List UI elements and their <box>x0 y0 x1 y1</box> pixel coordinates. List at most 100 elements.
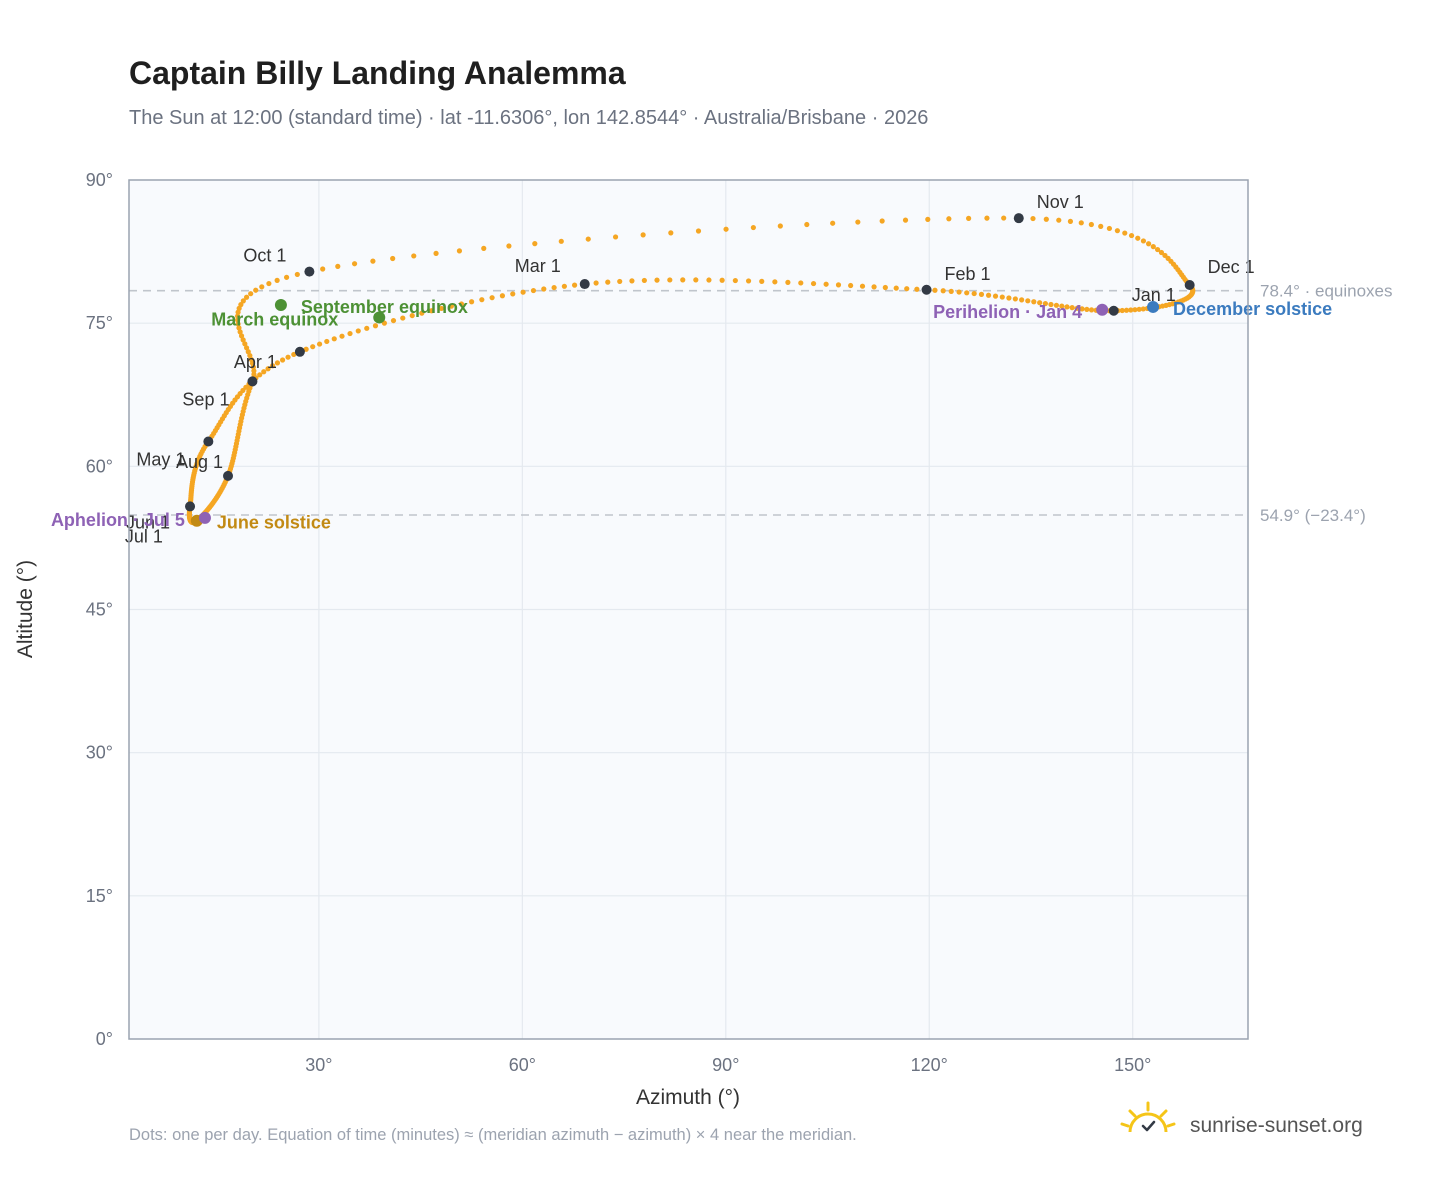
y-axis-label: Altitude (°) <box>14 560 37 658</box>
x-tick-label: 60° <box>509 1055 536 1075</box>
daily-dot <box>409 312 415 319</box>
daily-dot <box>914 286 920 292</box>
daily-dot <box>641 277 647 284</box>
daily-dot <box>848 282 854 289</box>
reference-lines: 78.4° · equinoxes 54.9° (−23.4°) <box>129 282 1393 525</box>
daily-dot <box>1043 216 1049 222</box>
daily-dot <box>247 353 253 359</box>
daily-dot <box>419 310 425 316</box>
daily-dot <box>946 216 952 222</box>
daily-dot <box>964 290 970 296</box>
daily-dot <box>804 221 810 228</box>
y-tick-label: 45° <box>86 600 113 620</box>
daily-dot <box>530 287 537 294</box>
daily-dot <box>235 321 241 327</box>
month-label: Sep 1 <box>182 389 229 409</box>
month-label: Nov 1 <box>1037 192 1084 212</box>
month-label: Oct 1 <box>243 246 286 266</box>
daily-dot <box>882 284 888 291</box>
daily-dot <box>1122 230 1128 236</box>
daily-dot <box>331 336 337 342</box>
month-marker <box>294 346 305 357</box>
daily-dot <box>261 369 267 375</box>
daily-dot <box>285 354 291 360</box>
event-label: June solstice <box>217 513 331 533</box>
daily-dot <box>370 258 376 264</box>
daily-dot <box>479 297 485 303</box>
daily-dot <box>238 302 244 308</box>
event-label: Aphelion · Jul 5 <box>51 510 185 530</box>
daily-dot <box>1158 249 1165 256</box>
daily-dot <box>541 286 547 292</box>
month-marker <box>1184 279 1195 290</box>
daily-dot <box>510 291 516 297</box>
daily-dot <box>274 360 281 366</box>
month-label: Feb 1 <box>945 264 991 284</box>
month-label: Jan 1 <box>1132 285 1176 305</box>
x-axis-label: Azimuth (°) <box>636 1086 740 1109</box>
daily-dot <box>1079 306 1085 312</box>
daily-dot <box>940 288 946 294</box>
daily-dot <box>489 295 495 301</box>
daily-dot <box>654 277 660 283</box>
month-marker <box>223 470 234 481</box>
daily-dot <box>242 341 248 347</box>
daily-dot <box>1084 306 1090 313</box>
daily-dot <box>785 279 791 285</box>
event-marker <box>198 511 211 524</box>
daily-dot <box>238 333 245 339</box>
event-label: December solstice <box>1173 299 1332 319</box>
daily-dot <box>245 349 251 355</box>
reference-line-label: 54.9° (−23.4°) <box>1260 506 1366 525</box>
daily-dot <box>1078 220 1084 226</box>
daily-dot <box>1006 295 1012 301</box>
x-tick-label: 120° <box>911 1055 948 1075</box>
daily-dot <box>1025 298 1031 304</box>
daily-dot <box>925 216 931 222</box>
daily-dot <box>1067 218 1074 224</box>
daily-dot <box>316 341 323 347</box>
daily-dot <box>693 277 699 283</box>
daily-dot <box>335 263 341 269</box>
daily-dot <box>347 330 353 337</box>
daily-dot <box>893 285 899 291</box>
daily-dot <box>240 298 246 304</box>
daily-dot <box>1136 306 1142 312</box>
daily-dot <box>235 317 241 323</box>
event-marker <box>274 299 287 312</box>
y-tick-label: 15° <box>86 886 113 906</box>
daily-dot <box>956 289 962 295</box>
daily-dot <box>759 278 765 284</box>
daily-dot <box>985 292 992 298</box>
month-marker <box>185 501 196 512</box>
daily-dot <box>390 255 396 262</box>
daily-dot <box>520 289 526 295</box>
daily-dot <box>1001 215 1007 221</box>
daily-dot <box>303 346 309 352</box>
daily-dot <box>428 308 435 314</box>
daily-dot <box>593 280 599 286</box>
daily-dot <box>680 277 686 283</box>
daily-dot <box>1030 215 1036 222</box>
daily-dot <box>270 363 276 369</box>
daily-dot <box>1019 297 1025 303</box>
daily-dot <box>879 218 885 224</box>
daily-dot <box>248 291 254 297</box>
daily-dot <box>640 232 646 238</box>
daily-dot <box>351 261 358 267</box>
daily-dot <box>551 284 557 291</box>
footnote: Dots: one per day. Equation of time (min… <box>129 1126 857 1144</box>
daily-dot <box>400 315 406 321</box>
daily-dot <box>984 215 990 221</box>
daily-dot <box>772 279 778 285</box>
chart-title: Captain Billy Landing Analemma <box>129 55 626 91</box>
month-marker <box>247 376 258 387</box>
daily-dot <box>706 277 712 283</box>
month-label: Dec 1 <box>1208 257 1255 277</box>
daily-dot <box>310 344 316 350</box>
daily-dot <box>243 294 250 300</box>
daily-dot <box>240 337 246 343</box>
daily-dot <box>1059 303 1065 309</box>
